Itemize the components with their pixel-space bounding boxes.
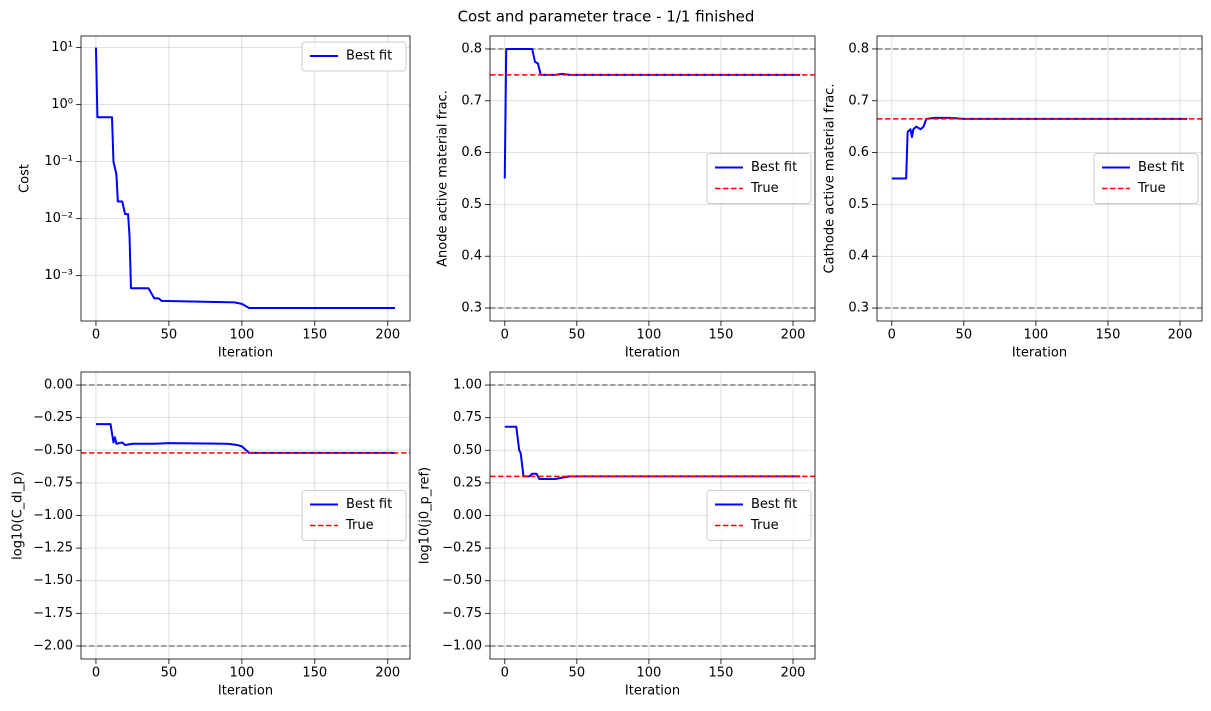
- y-tick-label: −0.25: [33, 410, 73, 425]
- legend-label: True: [345, 518, 374, 533]
- y-tick-label: 0.4: [848, 249, 869, 264]
- x-tick-label: 150: [302, 328, 327, 343]
- x-tick-label: 100: [636, 666, 661, 681]
- legend-box: [706, 153, 812, 204]
- x-tick-label: 50: [161, 666, 178, 681]
- x-tick-label: 100: [1023, 328, 1048, 343]
- axes-frame: [489, 35, 816, 322]
- y-tick-label: 10⁻²: [44, 211, 73, 226]
- best-fit-line: [94, 47, 396, 310]
- y-tick-label: 0.6: [461, 145, 482, 160]
- y-tick-label: 0.00: [44, 378, 73, 393]
- best-fit-line: [891, 116, 1188, 180]
- y-tick-label: −0.25: [442, 541, 482, 556]
- y-tick-label: 0.3: [848, 301, 869, 316]
- x-tick-label: 0: [92, 328, 100, 343]
- x-tick-label: 200: [781, 328, 806, 343]
- legend-label: Best fit: [751, 497, 797, 512]
- y-axis-label: log10(C_dl_p): [11, 471, 26, 560]
- y-axis-label: Cathode active material frac.: [823, 84, 838, 274]
- y-tick-label: 10¹: [51, 40, 73, 55]
- y-tick-label: 0.6: [848, 145, 869, 160]
- y-tick-label: −0.75: [442, 606, 482, 621]
- y-tick-label: 0.75: [453, 410, 482, 425]
- y-tick-label: 10⁻³: [44, 268, 73, 283]
- legend-box: [1093, 153, 1199, 204]
- y-tick-label: 0.7: [461, 93, 482, 108]
- x-tick-label: 100: [636, 328, 661, 343]
- x-tick-label: 0: [888, 328, 896, 343]
- y-tick-label: 10⁰: [51, 97, 73, 112]
- axes-frame: [489, 371, 816, 660]
- x-tick-label: 0: [501, 328, 509, 343]
- x-axis-label: Iteration: [625, 684, 680, 699]
- axes-frame: [80, 371, 411, 660]
- y-tick-label: −1.00: [33, 508, 73, 523]
- x-tick-label: 50: [161, 328, 178, 343]
- y-tick-label: −0.50: [33, 443, 73, 458]
- figure-title: Cost and parameter trace - 1/1 finished: [458, 8, 755, 26]
- y-tick-label: −1.75: [33, 606, 73, 621]
- legend-box: [301, 41, 407, 72]
- axes-frame: [876, 35, 1203, 322]
- y-tick-label: 0.4: [461, 249, 482, 264]
- y-tick-label: 0.8: [461, 41, 482, 56]
- y-tick-label: −1.00: [442, 638, 482, 653]
- x-tick-label: 150: [709, 328, 734, 343]
- x-tick-label: 0: [501, 666, 509, 681]
- legend-box: [706, 490, 812, 541]
- x-tick-label: 50: [569, 328, 586, 343]
- y-tick-label: 0.7: [848, 93, 869, 108]
- legend-box: [301, 490, 407, 541]
- y-tick-label: 0.3: [461, 301, 482, 316]
- y-tick-label: 0.25: [453, 475, 482, 490]
- x-axis-label: Iteration: [1012, 346, 1067, 361]
- x-tick-label: 50: [569, 666, 586, 681]
- x-tick-label: 150: [709, 666, 734, 681]
- x-axis-label: Iteration: [625, 346, 680, 361]
- y-tick-label: 0.8: [848, 41, 869, 56]
- y-tick-label: −1.50: [33, 573, 73, 588]
- x-tick-label: 200: [375, 328, 400, 343]
- x-tick-label: 100: [229, 666, 254, 681]
- x-tick-label: 150: [1096, 328, 1121, 343]
- best-fit-line: [504, 425, 801, 480]
- y-axis-label: Cost: [18, 164, 33, 193]
- legend-label: Best fit: [1138, 160, 1184, 175]
- y-axis-label: Anode active material frac.: [436, 90, 451, 267]
- y-tick-label: 0.5: [461, 197, 482, 212]
- legend-label: True: [750, 181, 779, 196]
- x-axis-label: Iteration: [218, 346, 273, 361]
- legend-label: True: [750, 518, 779, 533]
- x-tick-label: 100: [229, 328, 254, 343]
- x-tick-label: 50: [956, 328, 973, 343]
- y-tick-label: −2.00: [33, 638, 73, 653]
- y-tick-label: −0.50: [442, 573, 482, 588]
- x-axis-label: Iteration: [218, 684, 273, 699]
- legend-label: Best fit: [346, 49, 392, 64]
- y-axis-label: log10(j0_p_ref): [418, 467, 433, 564]
- best-fit-line: [95, 423, 396, 454]
- y-tick-label: −0.75: [33, 475, 73, 490]
- y-tick-label: 0.00: [453, 508, 482, 523]
- y-tick-label: 0.50: [453, 443, 482, 458]
- x-tick-label: 200: [781, 666, 806, 681]
- y-tick-label: 1.00: [453, 378, 482, 393]
- x-tick-label: 0: [92, 666, 100, 681]
- y-tick-label: 0.5: [848, 197, 869, 212]
- x-tick-label: 150: [302, 666, 327, 681]
- axes-frame: [80, 35, 411, 322]
- legend-label: Best fit: [346, 497, 392, 512]
- x-tick-label: 200: [1168, 328, 1193, 343]
- legend-label: True: [1137, 181, 1166, 196]
- y-tick-label: −1.25: [33, 541, 73, 556]
- legend-label: Best fit: [751, 160, 797, 175]
- y-tick-label: 10⁻¹: [44, 154, 73, 169]
- x-tick-label: 200: [375, 666, 400, 681]
